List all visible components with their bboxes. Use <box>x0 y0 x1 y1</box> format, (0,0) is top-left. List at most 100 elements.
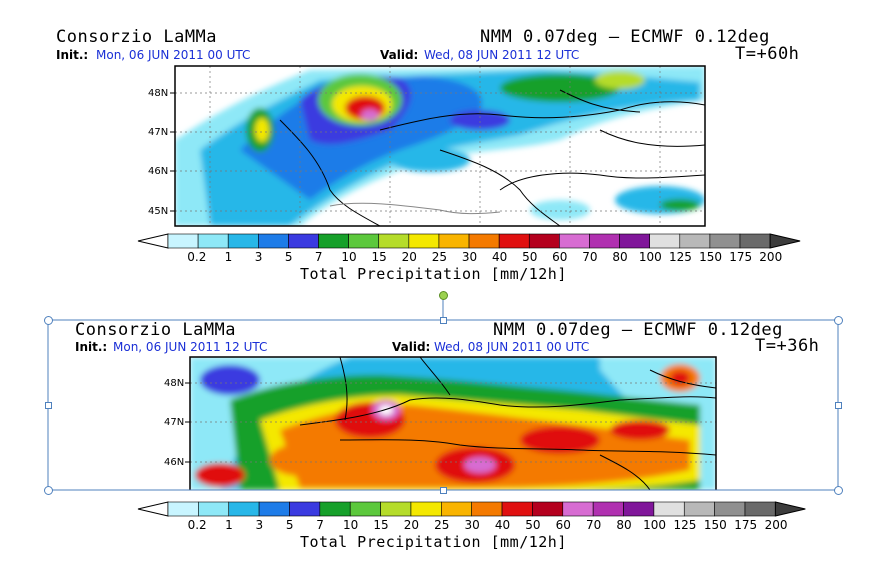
colorbar-tick-label: 125 <box>668 250 692 264</box>
colorbar-swatch <box>289 501 321 517</box>
colorbar-swatch <box>167 233 199 249</box>
colorbar-tick-label: 100 <box>638 250 662 264</box>
valid-label: Valid: <box>392 340 431 354</box>
colorbar-swatch <box>441 501 472 517</box>
lat-tick: 47N <box>164 417 185 428</box>
colorbar-swatch <box>528 233 560 249</box>
colorbar-swatch <box>408 233 440 249</box>
colorbar-over-arrow <box>774 501 806 517</box>
colorbar-tick-label: 3 <box>255 518 264 532</box>
resize-handle-se[interactable] <box>834 486 843 495</box>
colorbar-tick-label: 5 <box>284 250 293 264</box>
colorbar-tick-label: 1 <box>224 250 233 264</box>
colorbar-title: Total Precipitation [mm/12h] <box>300 265 567 283</box>
colorbar-swatch <box>559 233 590 249</box>
valid-label: Valid: <box>380 48 419 62</box>
colorbar-tick-label: 5 <box>285 518 294 532</box>
colorbar-swatch <box>378 233 410 249</box>
colorbar-tick-label: 200 <box>764 518 788 532</box>
colorbar-tick-label: 15 <box>373 518 389 532</box>
colorbar-swatch <box>468 233 500 249</box>
colorbar-swatch <box>319 501 351 517</box>
colorbar-title: Total Precipitation [mm/12h] <box>300 533 567 551</box>
lead-time: T=+60h <box>735 44 800 64</box>
org-title: Consorzio LaMMa <box>56 27 218 47</box>
colorbar-swatch <box>349 501 381 517</box>
colorbar-swatch <box>198 501 230 517</box>
colorbar-under-arrow <box>137 501 169 517</box>
resize-handle-sw[interactable] <box>44 486 53 495</box>
colorbar-tick-label: 70 <box>582 250 598 264</box>
colorbar-tick-label: 60 <box>555 518 571 532</box>
resize-handle-n[interactable] <box>440 317 447 324</box>
colorbar-swatch <box>471 501 503 517</box>
colorbar-swatch <box>380 501 412 517</box>
colorbar-tick-label: 40 <box>494 518 511 532</box>
colorbar-swatch <box>228 501 260 517</box>
colorbar-swatch <box>258 233 289 249</box>
colorbar-tick-label: 10 <box>341 250 357 264</box>
colorbar-swatch <box>683 501 715 517</box>
model-title: NMM 0.07deg — ECMWF 0.12deg <box>480 27 770 47</box>
colorbar-swatch <box>589 233 620 249</box>
colorbar-swatch <box>167 501 199 517</box>
colorbar-tick-label: 100 <box>643 518 666 532</box>
valid-value: Wed, 08 JUN 2011 00 UTC <box>434 340 590 354</box>
colorbar-swatch <box>679 233 711 249</box>
model-title: NMM 0.07deg — ECMWF 0.12deg <box>493 320 783 340</box>
colorbar-swatch <box>714 501 746 517</box>
colorbar-tick-label: 25 <box>431 250 448 264</box>
colorbar-over-arrow <box>769 233 801 249</box>
colorbar-tick-label: 60 <box>552 250 568 264</box>
colorbar-tick-label: 15 <box>371 250 387 264</box>
resize-handle-s[interactable] <box>440 487 447 494</box>
rotate-handle[interactable] <box>439 291 448 300</box>
colorbar-swatch <box>562 501 594 517</box>
lat-tick: 48N <box>164 378 185 389</box>
colorbar-tick-label: 1 <box>225 518 233 532</box>
colorbar-swatch <box>619 233 650 249</box>
resize-handle-w[interactable] <box>45 402 52 409</box>
colorbar-swatch <box>709 233 741 249</box>
colorbar-tick-label: 7 <box>314 250 323 264</box>
colorbar-tick-label: 50 <box>525 518 541 532</box>
colorbar-swatch <box>197 233 229 249</box>
lat-tick: 45N <box>148 206 169 217</box>
lat-tick: 46N <box>164 457 185 468</box>
org-title: Consorzio LaMMa <box>75 320 237 340</box>
colorbar-tick-label: 150 <box>703 518 727 532</box>
colorbar-swatch <box>623 501 655 517</box>
resize-handle-e[interactable] <box>835 402 842 409</box>
colorbar-tick-label: 3 <box>254 250 263 264</box>
colorbar-swatch <box>288 233 319 249</box>
colorbar-tick-label: 150 <box>699 250 722 264</box>
colorbar-swatch <box>348 233 380 249</box>
init-value: Mon, 06 JUN 2011 00 UTC <box>96 48 251 62</box>
colorbar-tick-label: 20 <box>403 518 420 532</box>
colorbar-tick-label: 125 <box>673 518 697 532</box>
colorbar-tick-label: 30 <box>464 518 480 532</box>
colorbar-swatch <box>653 501 685 517</box>
lat-tick: 46N <box>148 166 169 177</box>
valid-value: Wed, 08 JUN 2011 12 UTC <box>424 48 580 62</box>
colorbar-tick-label: 30 <box>461 250 478 264</box>
colorbar-tick-label: 80 <box>616 518 632 532</box>
colorbar-swatch <box>410 501 442 517</box>
colorbar-tick-label: 20 <box>401 250 417 264</box>
colorbar-swatch <box>532 501 564 517</box>
colorbar-swatch <box>649 233 681 249</box>
colorbar-under-arrow <box>137 233 169 249</box>
colorbar-tick-label: 175 <box>734 518 758 532</box>
colorbar-swatch <box>258 501 290 517</box>
resize-handle-nw[interactable] <box>44 316 53 325</box>
resize-handle-ne[interactable] <box>834 316 843 325</box>
init-value: Mon, 06 JUN 2011 12 UTC <box>113 340 268 354</box>
colorbar-tick-label: 10 <box>343 518 359 532</box>
init-label: Init.: <box>56 48 89 62</box>
colorbar-swatch <box>501 501 533 517</box>
colorbar-tick-label: 70 <box>585 518 602 532</box>
colorbar-swatch <box>744 501 776 517</box>
colorbar-tick-label: 25 <box>434 518 450 532</box>
colorbar-tick-label: 40 <box>491 250 508 264</box>
colorbar-tick-label: 175 <box>729 250 753 264</box>
